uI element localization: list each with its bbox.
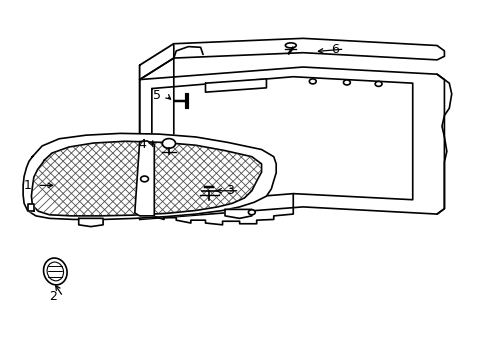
Circle shape bbox=[162, 139, 175, 148]
Polygon shape bbox=[79, 219, 103, 226]
Ellipse shape bbox=[285, 43, 296, 48]
Polygon shape bbox=[140, 58, 173, 220]
Circle shape bbox=[343, 80, 349, 85]
Text: 6: 6 bbox=[330, 42, 338, 55]
Text: 2: 2 bbox=[49, 290, 57, 303]
Polygon shape bbox=[23, 134, 276, 220]
Text: 1: 1 bbox=[23, 179, 31, 192]
Circle shape bbox=[374, 81, 381, 86]
Polygon shape bbox=[152, 77, 412, 205]
Polygon shape bbox=[31, 141, 261, 216]
Polygon shape bbox=[140, 67, 444, 220]
Ellipse shape bbox=[43, 258, 67, 285]
Circle shape bbox=[248, 210, 255, 215]
Polygon shape bbox=[205, 79, 266, 92]
Polygon shape bbox=[140, 44, 173, 80]
Ellipse shape bbox=[47, 262, 63, 281]
Circle shape bbox=[309, 79, 316, 84]
Text: 4: 4 bbox=[138, 138, 146, 150]
Text: 5: 5 bbox=[152, 89, 161, 102]
Polygon shape bbox=[140, 39, 444, 80]
Polygon shape bbox=[224, 210, 251, 219]
Circle shape bbox=[141, 176, 148, 182]
Polygon shape bbox=[135, 141, 154, 216]
Text: 3: 3 bbox=[225, 184, 233, 197]
Polygon shape bbox=[27, 204, 34, 211]
